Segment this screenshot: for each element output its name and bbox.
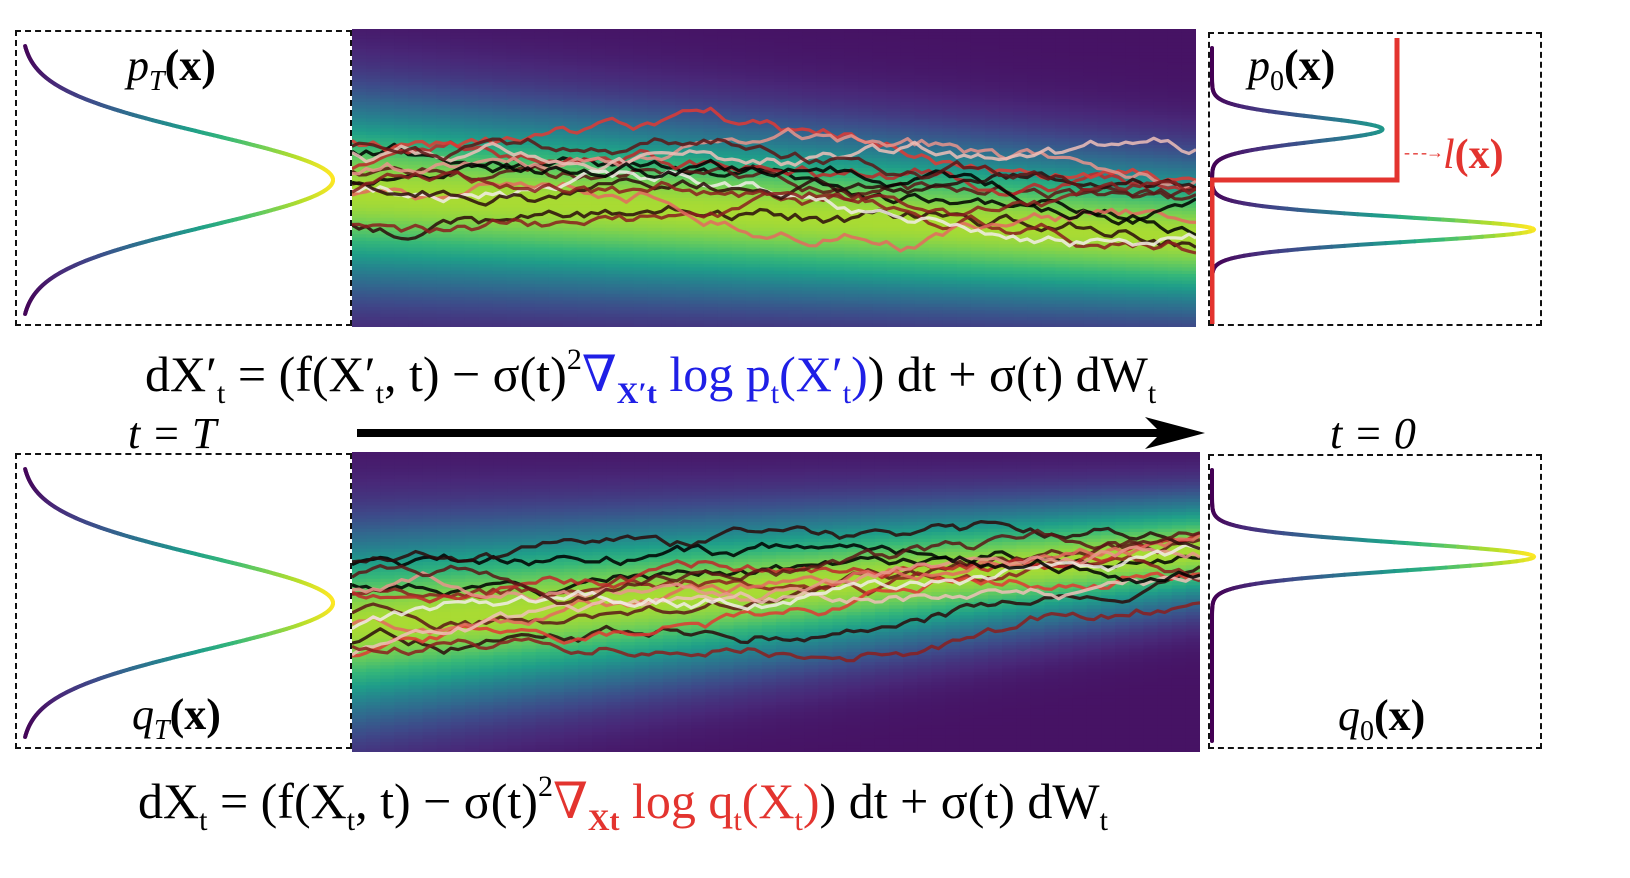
density-curve-q-T: [23, 467, 335, 739]
forward-score-term: ∇Xt log qt(Xt): [552, 773, 820, 837]
top-heatmap-trajectories: [352, 29, 1196, 327]
bottom-right-density-panel: q0(x): [1208, 454, 1542, 749]
top-left-density-panel: pT(x): [15, 30, 352, 326]
time-arrow-icon: [357, 417, 1205, 449]
label-likelihood-l-x: - - -→l(x): [1404, 132, 1504, 178]
label-q-T: qT(x): [132, 690, 221, 746]
bottom-trajectory-plot: [352, 452, 1200, 752]
label-p-0: p0(x): [1248, 41, 1336, 97]
forward-sde-equation: dXt = (f(Xt, t) − σ(t)2∇Xt log qt(Xt)) d…: [138, 770, 1108, 837]
top-right-density-panel: p0(x) - - -→l(x): [1208, 32, 1542, 326]
density-curve-q-0: [1210, 468, 1536, 743]
time-start-label: t = T: [128, 409, 217, 458]
dashed-arrow-icon: - - -→: [1404, 142, 1444, 162]
density-curve-p-T: [23, 44, 335, 316]
time-end-label: t = 0: [1330, 409, 1416, 458]
density-curve-p-0: [1210, 38, 1536, 324]
label-q-0: q0(x): [1338, 691, 1426, 747]
bottom-left-density-panel: qT(x): [15, 453, 352, 749]
reverse-sde-equation: dX′t = (f(X′t, t) − σ(t)2∇X′t log pt(X′t…: [145, 343, 1157, 410]
label-p-T: pT(x): [127, 41, 216, 97]
reverse-score-term: ∇X′t log pt(X′t): [581, 346, 868, 410]
bottom-heatmap-trajectories: [352, 452, 1200, 752]
top-trajectory-plot: [352, 29, 1196, 327]
